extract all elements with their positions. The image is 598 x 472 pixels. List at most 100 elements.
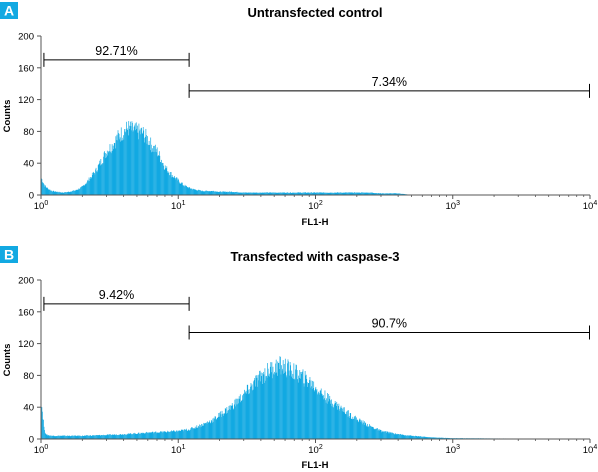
histogram-bar — [215, 419, 217, 439]
histogram-bar — [120, 127, 122, 195]
histogram-bar — [302, 192, 304, 195]
histogram-bar — [85, 183, 87, 195]
histogram-bar — [128, 121, 130, 195]
histogram-bar — [96, 435, 97, 439]
histogram-bar — [124, 434, 126, 439]
y-tick-label: 40 — [23, 159, 34, 170]
histogram-bar — [327, 192, 328, 195]
histogram-bar — [383, 193, 384, 195]
histogram-bar — [87, 180, 88, 195]
histogram-bar — [254, 192, 256, 195]
histogram-bar — [44, 432, 46, 439]
histogram-bar — [117, 435, 119, 439]
histogram-bar — [378, 193, 380, 195]
histogram-bar — [346, 192, 347, 195]
histogram-bar — [201, 191, 202, 195]
histogram-bar — [271, 362, 273, 439]
histogram-bar — [332, 406, 334, 439]
histogram-bar — [120, 141, 122, 195]
histogram-bar — [331, 406, 333, 439]
histogram-bar — [182, 429, 183, 439]
histogram-bar — [394, 193, 395, 195]
histogram-bar — [301, 192, 303, 195]
histogram-bar — [396, 433, 398, 439]
histogram-bar — [386, 432, 387, 439]
histogram-bar — [194, 428, 196, 439]
histogram-bar — [329, 395, 331, 439]
histogram-bar — [69, 191, 71, 195]
histogram-bar — [132, 434, 133, 439]
histogram-bar — [98, 435, 100, 439]
histogram-bar — [356, 192, 357, 195]
histogram-bar — [315, 192, 317, 195]
histogram-bar — [400, 193, 401, 195]
histogram-bar — [416, 436, 417, 439]
histogram-bar — [230, 405, 232, 439]
histogram-bar — [240, 192, 242, 195]
histogram-bar — [95, 169, 96, 195]
histogram-bar — [187, 186, 189, 195]
histogram-bar — [233, 192, 235, 195]
histogram-bar — [66, 435, 67, 439]
histogram-bar — [93, 171, 94, 195]
histogram-bar — [131, 130, 132, 195]
histogram-bar — [400, 193, 402, 195]
histogram-bar — [383, 193, 385, 195]
histogram-bar — [209, 191, 211, 195]
histogram-bar — [160, 161, 161, 195]
histogram-bar — [108, 151, 109, 195]
histogram-bar — [283, 192, 285, 195]
y-tick-label: 120 — [18, 95, 34, 106]
histogram-bar — [352, 416, 354, 439]
histogram-bar — [218, 412, 220, 439]
histogram-bar — [194, 189, 196, 195]
histogram-bar — [76, 189, 78, 195]
histogram-bar — [177, 178, 179, 195]
histogram-bar — [175, 431, 177, 439]
histogram-bar — [174, 431, 176, 439]
histogram-bar — [205, 190, 207, 195]
histogram-bar — [112, 145, 114, 195]
histogram-bar — [425, 437, 427, 439]
histogram-bar — [402, 193, 404, 195]
histogram-bar — [247, 192, 249, 195]
histogram-bar — [399, 434, 401, 439]
histogram-bar — [295, 369, 296, 439]
histogram-bar — [203, 191, 205, 195]
histogram-bar — [58, 191, 60, 195]
histogram-bar — [395, 193, 397, 195]
histogram-bar — [368, 426, 370, 439]
histogram-bar — [85, 435, 87, 439]
histogram-bar — [269, 192, 271, 195]
histogram-bar — [121, 434, 123, 439]
histogram-bar — [384, 193, 386, 195]
histogram-bar — [230, 192, 231, 195]
histogram-bar — [122, 137, 124, 195]
histogram-bar — [169, 432, 170, 439]
histogram-bar — [282, 360, 284, 439]
histogram-bar — [341, 407, 342, 439]
histogram-bar — [131, 433, 133, 439]
histogram-bar — [307, 192, 309, 195]
histogram-bar — [58, 435, 59, 439]
histogram-bar — [366, 192, 368, 195]
histogram-bar — [166, 172, 168, 195]
histogram-bar — [188, 187, 190, 195]
histogram-bar — [248, 192, 250, 195]
histogram-bar — [373, 428, 375, 439]
histogram-bar — [159, 433, 161, 439]
histogram-bar — [336, 403, 338, 439]
histogram-bar — [239, 192, 241, 195]
histogram-bar — [160, 162, 162, 195]
histogram-bar — [89, 178, 91, 195]
histogram-bar — [349, 413, 351, 439]
histogram-bar — [287, 192, 289, 195]
histogram-bar — [313, 381, 315, 439]
histogram-bar — [442, 437, 443, 439]
histogram-bar — [372, 426, 374, 439]
histogram-bar — [101, 164, 102, 195]
histogram-bar — [147, 144, 149, 195]
histogram-bar — [381, 432, 383, 439]
histogram-bar — [210, 423, 212, 439]
histogram-bar — [178, 181, 180, 195]
